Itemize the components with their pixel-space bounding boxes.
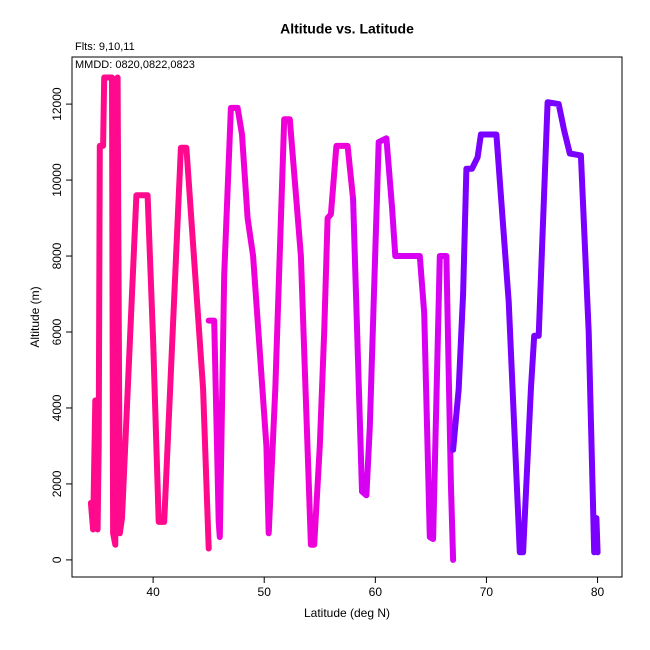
y-tick-label: 10000 — [50, 163, 64, 197]
annotation: MMDD: 0820,0822,0823 — [75, 59, 195, 71]
plot-frame — [71, 56, 623, 578]
chart-subtitle: Flts: 9,10,11 — [75, 41, 135, 53]
x-tick-label: 50 — [258, 585, 272, 599]
x-tick-label: 70 — [480, 585, 494, 599]
y-axis-label: Altitude (m) — [28, 286, 42, 347]
y-tick-label: 12000 — [50, 87, 64, 121]
data-line — [87, 74, 212, 552]
data-line — [450, 99, 601, 556]
y-tick-label: 8000 — [50, 242, 64, 269]
x-tick-label: 80 — [591, 585, 605, 599]
y-tick-label: 6000 — [50, 318, 64, 345]
y-tick-label: 4000 — [50, 394, 64, 421]
x-tick-label: 40 — [146, 585, 160, 599]
chart-title: Altitude vs. Latitude — [280, 21, 414, 37]
y-tick-label: 2000 — [50, 470, 64, 497]
data-line — [205, 104, 357, 548]
data-line — [350, 135, 457, 563]
y-tick-label: 0 — [50, 556, 64, 563]
x-tick-label: 60 — [369, 585, 383, 599]
x-axis-label: Latitude (deg N) — [304, 606, 390, 620]
